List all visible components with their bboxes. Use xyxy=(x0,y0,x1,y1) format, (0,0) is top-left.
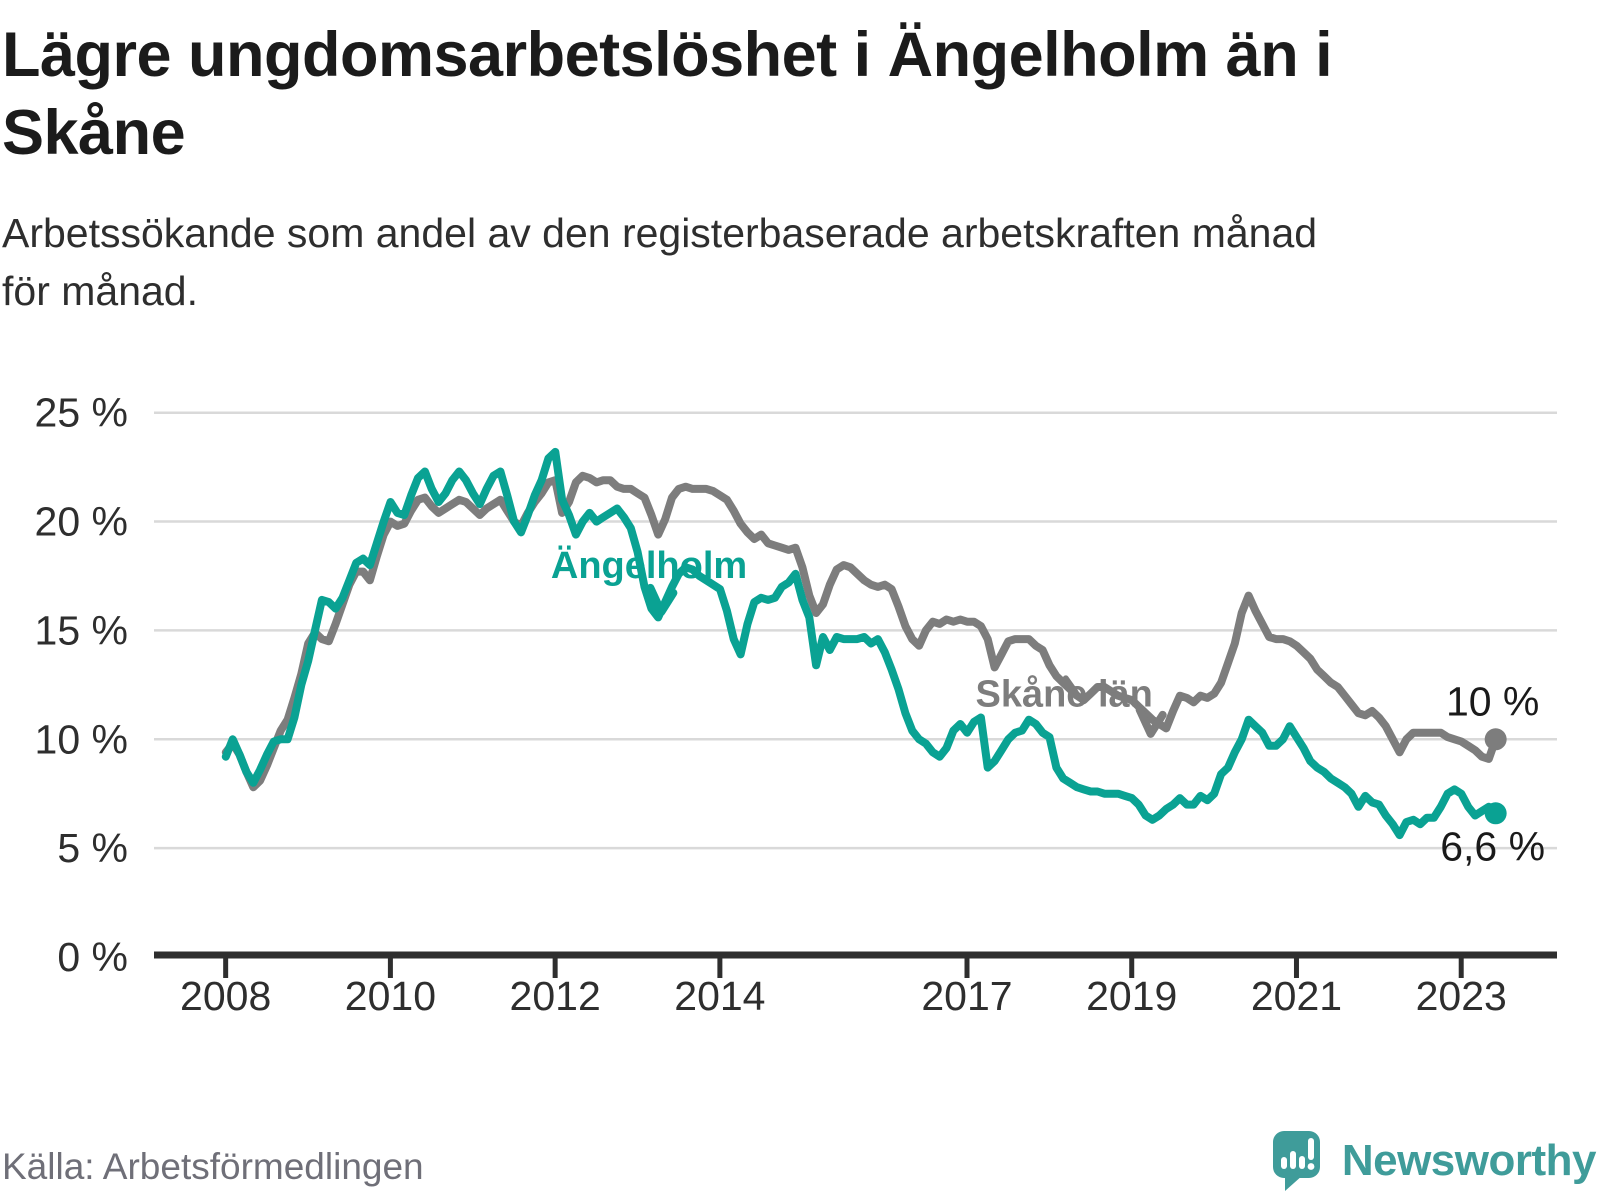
y-axis-label: 25 % xyxy=(35,390,128,436)
y-axis-label: 5 % xyxy=(57,825,128,871)
chart-subtitle: Arbetssökande som andel av den registerb… xyxy=(2,204,1542,320)
annotation-leader-tick xyxy=(1062,675,1079,696)
source-label: Källa: Arbetsförmedlingen xyxy=(2,1146,424,1187)
page-title-line1: Lägre ungdomsarbetslöshet i Ängelholm än… xyxy=(2,20,1333,90)
x-axis-label: 2014 xyxy=(674,973,765,1019)
x-axis-label: 2008 xyxy=(180,973,271,1019)
series-line-skane-lan xyxy=(221,471,1500,792)
x-axis-label: 2023 xyxy=(1416,973,1507,1019)
newsworthy-logo-text: Newsworthy xyxy=(1341,1136,1597,1185)
annotation-arrow-skane-lan xyxy=(1135,705,1167,738)
x-axis-label: 2012 xyxy=(510,973,601,1019)
page-title: Lägre ungdomsarbetslöshet i Ängelholm än… xyxy=(2,16,1542,172)
series-label-skane-lan: Skåne län xyxy=(975,674,1152,716)
newsworthy-logo: Newsworthy xyxy=(1272,1128,1597,1194)
x-axis-label: 2021 xyxy=(1251,973,1342,1019)
y-axis-label: 20 % xyxy=(35,499,128,545)
x-axis-label: 2017 xyxy=(921,973,1012,1019)
end-value-label-angelholm: 6,6 % xyxy=(1440,823,1545,869)
end-dot-angelholm xyxy=(1484,802,1507,825)
annotation-arrow-angelholm xyxy=(646,583,678,616)
x-axis-label: 2019 xyxy=(1086,973,1177,1019)
chart-subtitle-line1: Arbetssökande som andel av den registerb… xyxy=(2,210,1318,256)
y-axis-label: 15 % xyxy=(35,607,128,653)
newsworthy-logo-icon xyxy=(1272,1131,1320,1191)
y-axis-label: 10 % xyxy=(35,716,128,762)
series-line-angelholm xyxy=(221,447,1500,840)
end-value-label-skane-lan: 10 % xyxy=(1446,678,1539,724)
series-label-angelholm: Ängelholm xyxy=(551,544,747,587)
end-dot-skane-lan xyxy=(1484,728,1507,751)
x-axis-label: 2010 xyxy=(345,973,436,1019)
y-axis-label: 0 % xyxy=(57,934,128,980)
chart-subtitle-line2: för månad. xyxy=(2,268,198,314)
page-title-line2: Skåne xyxy=(2,98,186,168)
